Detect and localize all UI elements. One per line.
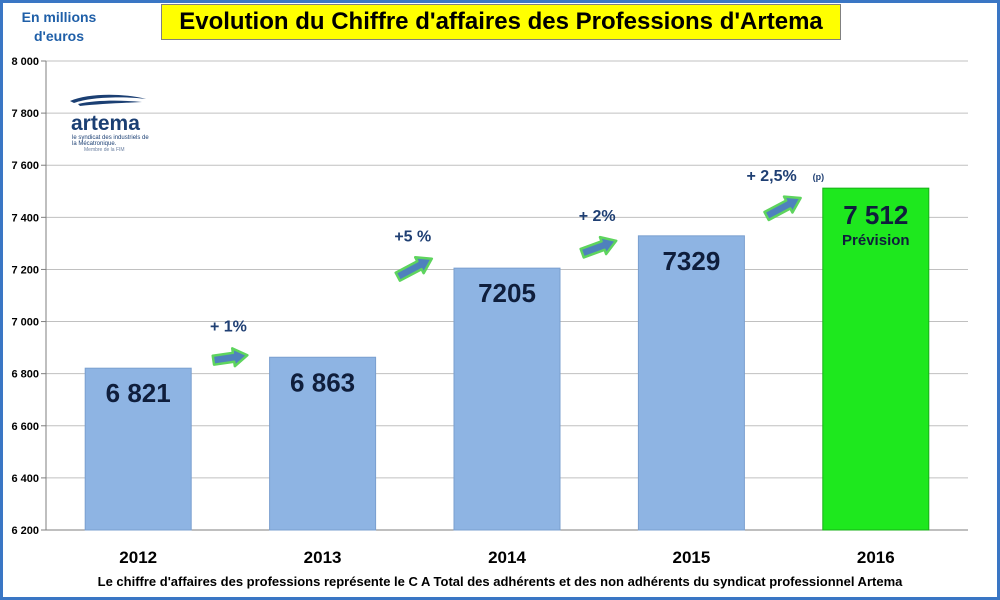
growth-label: + 1%	[210, 319, 247, 336]
logo-swoosh-icon	[70, 94, 146, 106]
y-tick-label: 6 800	[11, 369, 39, 381]
y-tick-label: 6 200	[11, 525, 39, 537]
logo-tagline: le syndicat des industriels de la Mécatr…	[72, 135, 149, 147]
forecast-label: Prévision	[842, 232, 910, 249]
y-axis-unit-label: En millions d'euros	[21, 9, 97, 44]
forecast-bar	[822, 187, 930, 531]
growth-arrow	[579, 235, 618, 259]
x-tick-label: 2012	[119, 548, 157, 567]
y-tick-label: 6 600	[11, 421, 39, 433]
logo-member: Membre de la FIM	[84, 147, 125, 153]
y-tick-label: 7 600	[11, 160, 39, 172]
y-tick-label: 8 000	[11, 56, 39, 68]
x-tick-label: 2014	[488, 548, 526, 567]
y-tick-label: 7 000	[11, 317, 39, 329]
bar	[84, 367, 192, 531]
x-tick-label: 2015	[672, 548, 710, 567]
bar-value-label: 6 863	[290, 367, 355, 397]
artema-logo: artema le syndicat des industriels de la…	[62, 92, 152, 154]
y-tick-label: 7 400	[11, 212, 39, 224]
bar-value-label: 7329	[662, 246, 720, 276]
y-tick-label: 6 400	[11, 473, 39, 485]
y-tick-label: 7 800	[11, 108, 39, 120]
growth-note: (p)	[813, 172, 825, 182]
x-tick-label: 2013	[304, 548, 342, 567]
bar-value-label: 7205	[478, 278, 536, 308]
bar-value-label: 6 821	[106, 378, 171, 408]
growth-arrow	[763, 195, 802, 222]
bar-value-label: 7 512	[843, 200, 908, 230]
x-tick-label: 2016	[857, 548, 895, 567]
chart-title: Evolution du Chiffre d'affaires des Prof…	[161, 4, 841, 40]
growth-arrow	[394, 256, 434, 282]
growth-label: + 2,5%	[746, 168, 796, 185]
growth-label: + 2%	[579, 208, 616, 225]
bar	[269, 356, 377, 531]
bar	[637, 235, 745, 531]
growth-label: +5 %	[394, 229, 431, 246]
footer-note: Le chiffre d'affaires des professions re…	[97, 574, 903, 589]
logo-wordmark: artema	[71, 112, 140, 135]
bar	[453, 267, 561, 531]
growth-arrow	[211, 347, 249, 368]
y-tick-label: 7 200	[11, 264, 39, 276]
